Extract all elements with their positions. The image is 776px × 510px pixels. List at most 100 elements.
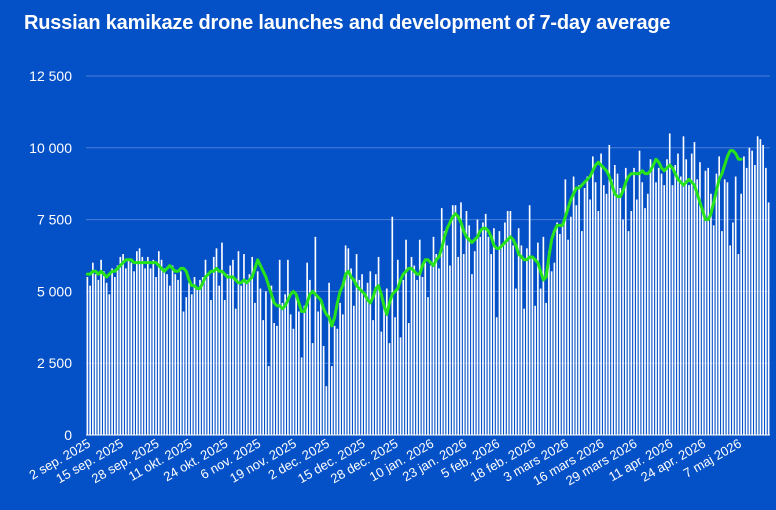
bar (287, 259, 289, 435)
bar (259, 288, 262, 435)
bar (435, 254, 438, 435)
bar (185, 297, 188, 435)
bar (218, 285, 221, 435)
bar (493, 228, 495, 435)
bar (385, 288, 388, 435)
bar (267, 366, 270, 435)
bar (523, 308, 525, 435)
bar (317, 311, 319, 435)
bar (748, 147, 751, 436)
bar (174, 274, 177, 435)
bar (130, 262, 133, 435)
bar (592, 156, 594, 436)
y-tick-label: 10 000 (29, 140, 72, 156)
bar (487, 236, 490, 435)
bar (221, 242, 223, 435)
bar (649, 159, 652, 436)
bar (347, 248, 350, 435)
bar (457, 256, 460, 435)
bar (729, 245, 731, 435)
bar (133, 271, 135, 435)
bar (465, 210, 468, 435)
bar (440, 208, 443, 435)
bar (369, 271, 372, 435)
bar (482, 222, 484, 435)
bar (331, 366, 333, 435)
bar (254, 302, 256, 435)
bar (528, 205, 531, 435)
bar (306, 262, 308, 435)
bar (188, 282, 190, 435)
bar (652, 165, 655, 435)
bar (138, 248, 141, 435)
bar (336, 328, 339, 435)
bar (119, 256, 122, 435)
bar (438, 268, 440, 435)
bar (355, 254, 358, 435)
bar (265, 291, 267, 435)
bar (572, 176, 575, 435)
bar (586, 176, 589, 435)
bar (468, 225, 471, 435)
bar (537, 242, 539, 435)
bar (575, 205, 578, 435)
bar (256, 271, 259, 435)
bar (671, 185, 674, 435)
bar (506, 210, 509, 435)
bar (762, 144, 764, 435)
bar (674, 165, 677, 435)
bar (251, 256, 254, 435)
bar (300, 357, 303, 435)
bar (215, 248, 218, 435)
bar (613, 165, 616, 435)
bar (701, 208, 704, 435)
bar (358, 279, 361, 435)
bar (624, 167, 627, 435)
bar (635, 199, 638, 435)
bar (240, 285, 243, 435)
bar (86, 277, 89, 435)
bar (322, 345, 325, 435)
bar (122, 254, 124, 435)
bar (155, 277, 157, 435)
bar (226, 274, 229, 435)
bar (657, 167, 660, 435)
bar (284, 294, 286, 435)
bar (295, 294, 297, 435)
bar (597, 210, 600, 435)
y-axis-ticks: 0 2 500 5 000 7 500 10 000 12 500 (29, 68, 72, 443)
bar (125, 268, 127, 435)
bar (765, 167, 767, 435)
bar (364, 297, 366, 435)
bar (229, 265, 232, 435)
bar (548, 251, 550, 435)
bar (380, 331, 383, 435)
bar (89, 285, 91, 435)
bar (721, 231, 723, 435)
bar (446, 245, 449, 435)
bar (517, 228, 520, 435)
bar (262, 320, 265, 435)
bar (451, 205, 454, 435)
bar (394, 317, 396, 435)
bar (232, 259, 234, 435)
bar (416, 279, 418, 435)
bar (325, 386, 328, 435)
bar (682, 136, 685, 435)
bar (114, 277, 116, 435)
bar (383, 302, 385, 435)
bar (432, 236, 435, 435)
bar (542, 236, 545, 435)
bar (479, 236, 482, 435)
bar (190, 294, 193, 435)
bar (734, 176, 737, 435)
bar (234, 308, 237, 435)
bar (144, 268, 146, 435)
bar (333, 325, 336, 435)
bar (396, 259, 399, 435)
bar (545, 302, 547, 435)
bar (366, 282, 369, 435)
bar (245, 279, 248, 435)
bar (660, 173, 663, 435)
